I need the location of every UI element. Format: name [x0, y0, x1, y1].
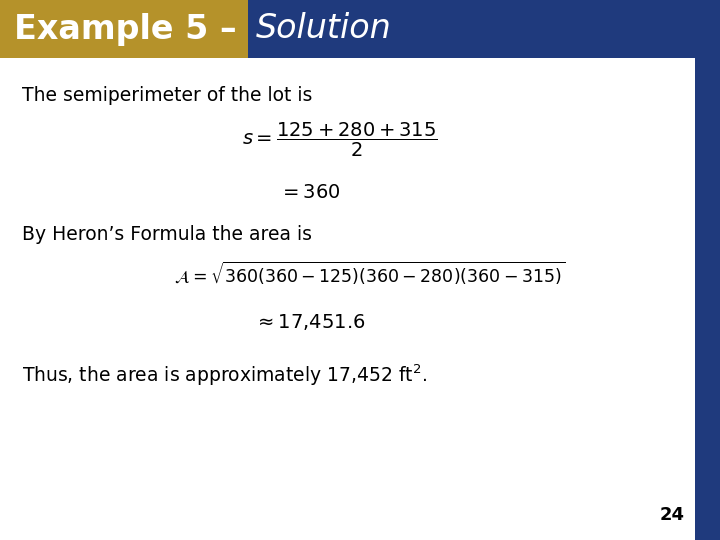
Text: $\approx 17{,}451.6$: $\approx 17{,}451.6$	[254, 312, 366, 332]
Text: The semiperimeter of the lot is: The semiperimeter of the lot is	[22, 86, 312, 105]
Text: $\mathcal{A} = \sqrt{360(360 - 125)(360 - 280)(360 - 315)}$: $\mathcal{A} = \sqrt{360(360 - 125)(360 …	[174, 260, 566, 287]
Bar	[695, 0, 720, 540]
Text: By Heron’s Formula the area is: By Heron’s Formula the area is	[22, 225, 312, 244]
Text: Thus, the area is approximately 17,452 ft$^{2}$.: Thus, the area is approximately 17,452 f…	[22, 362, 427, 388]
Text: $= 360$: $= 360$	[279, 183, 341, 202]
Bar	[248, 0, 695, 58]
Text: Example 5 –: Example 5 –	[14, 12, 248, 45]
Text: $s = \dfrac{125 + 280 + 315}{2}$: $s = \dfrac{125 + 280 + 315}{2}$	[242, 121, 438, 159]
Text: Solution: Solution	[256, 12, 392, 45]
Text: 24: 24	[660, 506, 685, 524]
Bar	[0, 0, 248, 58]
